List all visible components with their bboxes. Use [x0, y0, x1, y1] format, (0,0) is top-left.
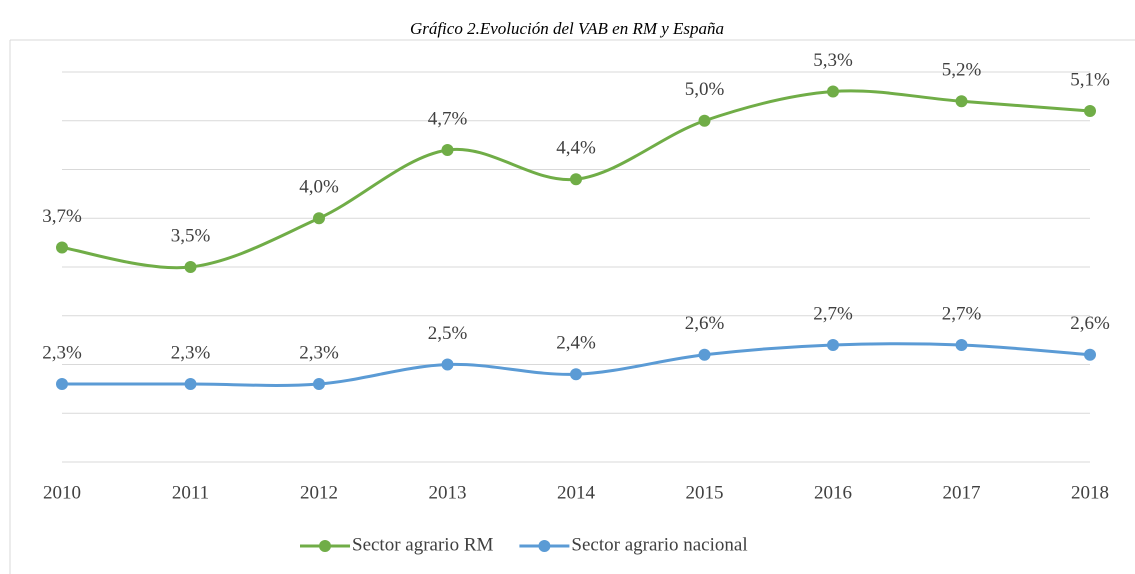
x-tick-label: 2017	[943, 482, 981, 503]
data-label: 2,3%	[42, 342, 82, 363]
x-tick-label: 2018	[1071, 482, 1109, 503]
data-label: 5,2%	[942, 60, 982, 81]
data-point	[313, 212, 325, 225]
data-point	[56, 378, 68, 390]
data-label: 4,7%	[428, 108, 468, 129]
data-point	[1084, 348, 1096, 361]
data-label: 2,3%	[171, 342, 211, 363]
data-point	[184, 261, 197, 273]
data-label: 2,7%	[942, 303, 982, 324]
data-label: 2,4%	[556, 333, 596, 354]
data-label: 3,5%	[171, 225, 211, 246]
data-point	[955, 95, 968, 108]
data-label: 5,3%	[813, 50, 853, 71]
data-point	[56, 241, 68, 254]
data-point	[955, 339, 968, 351]
data-point	[827, 339, 839, 351]
x-tick-label: 2010	[43, 482, 81, 503]
x-tick-label: 2016	[814, 482, 852, 503]
data-point	[698, 348, 711, 361]
data-label: 2,6%	[685, 313, 725, 334]
data-point	[313, 378, 325, 390]
x-tick-label: 2014	[557, 482, 596, 503]
x-tick-label: 2013	[429, 482, 467, 503]
data-point	[441, 358, 454, 371]
data-point	[441, 144, 454, 156]
legend-label: Sector agrario nacional	[571, 534, 747, 555]
data-point	[1084, 105, 1096, 117]
data-point	[698, 114, 711, 127]
data-label: 4,4%	[556, 138, 596, 159]
data-label: 3,7%	[42, 206, 82, 227]
legend-marker	[319, 540, 331, 552]
data-point	[570, 173, 582, 186]
data-label: 2,3%	[299, 342, 339, 363]
data-label: 5,0%	[685, 79, 725, 100]
data-label: 2,6%	[1070, 313, 1110, 334]
data-label: 5,1%	[1070, 69, 1110, 90]
data-point	[827, 85, 839, 98]
data-label: 2,5%	[428, 323, 468, 344]
data-point	[570, 368, 582, 381]
x-tick-label: 2015	[686, 482, 724, 503]
legend-marker	[538, 540, 551, 552]
legend-label: Sector agrario RM	[352, 534, 494, 555]
x-tick-label: 2012	[300, 482, 338, 503]
x-tick-label: 2011	[172, 482, 209, 503]
data-point	[184, 378, 197, 390]
data-label: 4,0%	[299, 177, 339, 198]
chart-title: Gráfico 2.Evolución del VAB en RM y Espa…	[410, 19, 724, 38]
data-label: 2,7%	[813, 303, 853, 324]
